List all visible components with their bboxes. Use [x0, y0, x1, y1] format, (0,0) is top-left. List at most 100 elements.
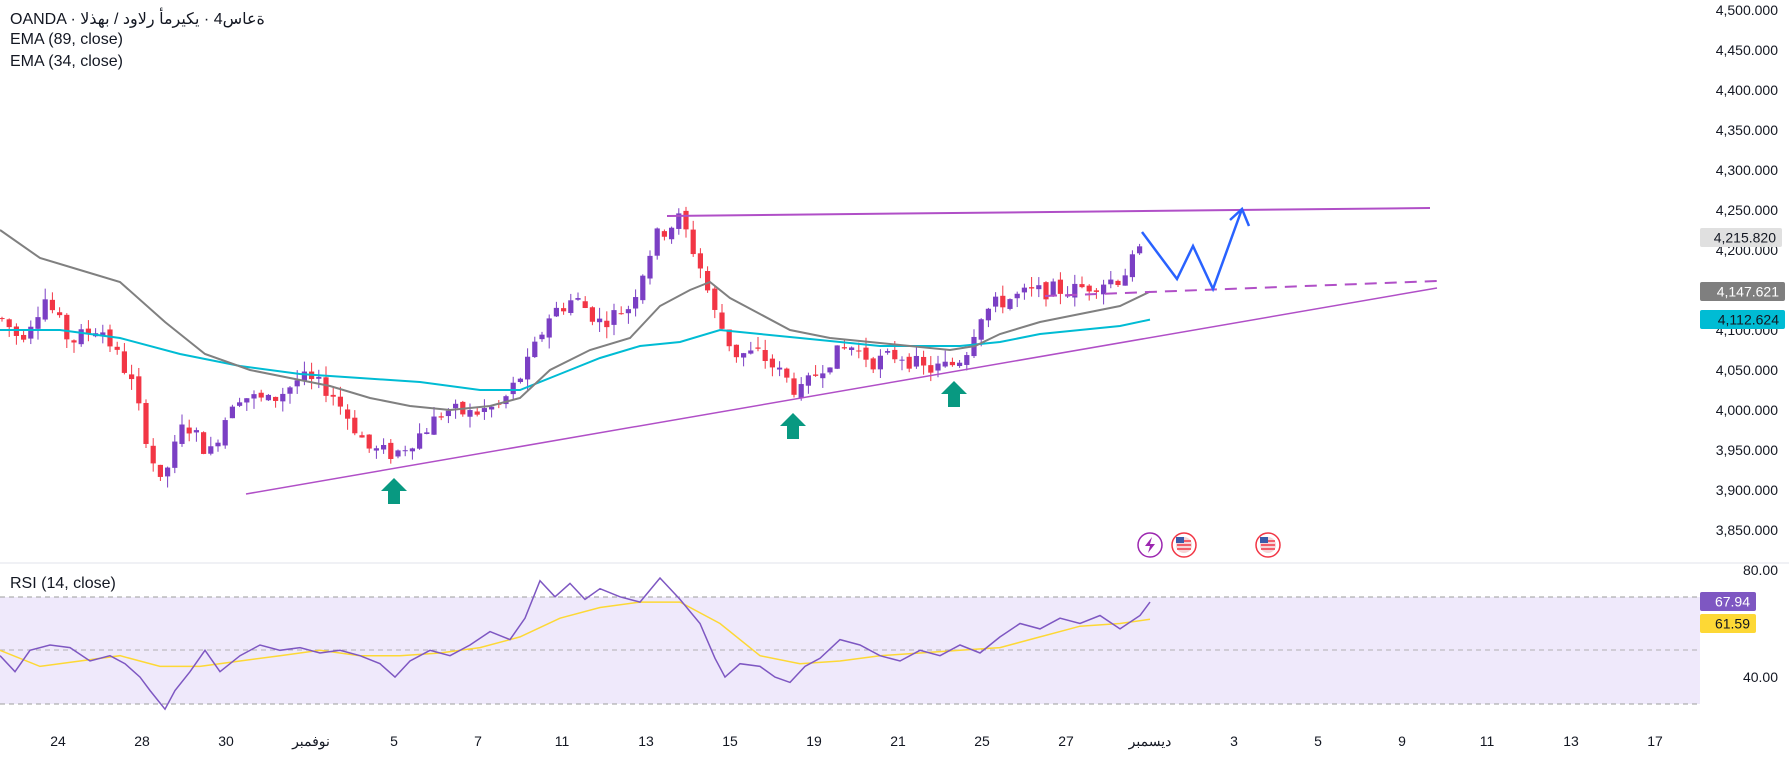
candle-body: [906, 356, 912, 369]
price-tick-label: 4,050.000: [1716, 362, 1778, 378]
candle-body: [553, 307, 559, 317]
candle-body: [748, 350, 754, 354]
time-tick-label: 13: [638, 733, 654, 749]
rsi-legend[interactable]: RSI (14, close): [10, 575, 116, 592]
candle-body: [647, 255, 653, 279]
candle-body: [294, 380, 300, 387]
candle-body: [669, 227, 675, 240]
candle-body: [820, 373, 826, 379]
current-price-badge: 4,215.820: [1714, 230, 1776, 246]
candle-body: [215, 442, 221, 447]
candle-body: [654, 228, 660, 256]
candle-body: [107, 329, 113, 347]
candle-body: [985, 308, 991, 321]
resistance-trendline: [666, 207, 1431, 217]
candle-body: [136, 376, 142, 404]
candle-body: [431, 416, 437, 435]
candle-body: [1115, 280, 1121, 286]
time-tick-label: 19: [806, 733, 822, 749]
time-tick-label: 24: [50, 733, 66, 749]
candle-body: [165, 467, 171, 477]
candle-body: [640, 275, 646, 301]
candle-body: [777, 367, 783, 370]
candle-body: [1050, 281, 1056, 297]
candle-body: [1014, 293, 1020, 299]
candle-body: [265, 394, 271, 401]
ema34-legend[interactable]: EMA (34, close): [10, 53, 123, 70]
dashed-neckline: [1044, 280, 1438, 297]
time-tick-label: نوفمبر: [291, 733, 330, 750]
candle-body: [337, 396, 343, 407]
candle-body: [604, 320, 610, 328]
candle-body: [661, 231, 667, 237]
drawings-group: [245, 206, 1438, 504]
candle-body: [769, 358, 775, 368]
ema89-price-badge-bg: [1700, 310, 1785, 329]
candle-body: [597, 318, 603, 323]
candle-body: [561, 308, 567, 312]
candle-body: [388, 442, 394, 459]
candle-body: [625, 309, 631, 314]
price-tick-label: 3,900.000: [1716, 482, 1778, 498]
candle-body: [467, 410, 473, 417]
candle-body: [474, 411, 480, 415]
candle-body: [481, 408, 487, 412]
candle-body: [287, 387, 293, 394]
candle-body: [913, 355, 919, 367]
candle-body: [805, 375, 811, 386]
candle-body: [957, 362, 963, 367]
candle-body: [784, 368, 790, 378]
candle-body: [993, 296, 999, 307]
candle-body: [921, 356, 927, 366]
candle-body: [1129, 254, 1135, 278]
up-arrow-icon: [381, 478, 407, 504]
forecast-zigzag: [1140, 208, 1244, 293]
candle-body: [402, 450, 408, 452]
candle-body: [762, 350, 768, 361]
candle-body: [381, 445, 387, 450]
candle-body: [849, 347, 855, 351]
candle-body: [121, 351, 127, 373]
rsi-tick-label: 40.00: [1743, 669, 1778, 685]
candle-body: [21, 334, 27, 340]
time-tick-label: 15: [722, 733, 738, 749]
price-tick-label: 4,300.000: [1716, 162, 1778, 178]
event-icons[interactable]: [1137, 532, 1281, 558]
candle-body: [1007, 299, 1013, 309]
price-axis[interactable]: 4,500.000 4,450.000 4,400.000 4,350.000 4,30…: [1716, 2, 1778, 685]
time-tick-label: ديسمبر: [1128, 733, 1172, 750]
time-tick-label: 17: [1647, 733, 1663, 749]
candle-body: [1101, 284, 1107, 295]
candle-body: [150, 445, 156, 464]
candle-body: [791, 378, 797, 395]
candle-body: [546, 318, 552, 338]
ema89-legend[interactable]: EMA (89, close): [10, 31, 123, 48]
candle-body: [445, 410, 451, 417]
chart-title: OANDA · ةعاس4 · يكيرمأ رلاود / بهذلا: [10, 11, 265, 28]
candle-body: [229, 406, 235, 419]
candle-body: [489, 406, 495, 410]
candle-body: [1137, 246, 1143, 254]
candle-body: [49, 299, 55, 311]
candle-body: [6, 319, 12, 328]
candle-body: [870, 358, 876, 370]
candle-body: [57, 312, 63, 316]
candle-body: [35, 317, 41, 329]
candle-body: [705, 271, 711, 291]
ema34-price-badge-bg: [1700, 282, 1785, 301]
flag-canton: [1176, 537, 1184, 543]
candle-body: [532, 341, 538, 358]
candle-body: [1086, 285, 1092, 292]
time-tick-label: 11: [1480, 733, 1495, 749]
lightning-bolt: [1145, 537, 1155, 553]
candle-body: [85, 328, 91, 334]
candle-body: [395, 450, 401, 457]
candle-body: [899, 359, 905, 361]
time-tick-label: 9: [1398, 733, 1406, 749]
candle-body: [582, 301, 588, 309]
candle-body: [877, 355, 883, 370]
support-trendline: [245, 287, 1438, 495]
candle-body: [280, 393, 286, 402]
time-axis[interactable]: 24 28 30 نوفمبر 5 7 11 13 15 19 21 25 27 ديسمبر 3 5 9 11 1…: [50, 733, 1663, 750]
